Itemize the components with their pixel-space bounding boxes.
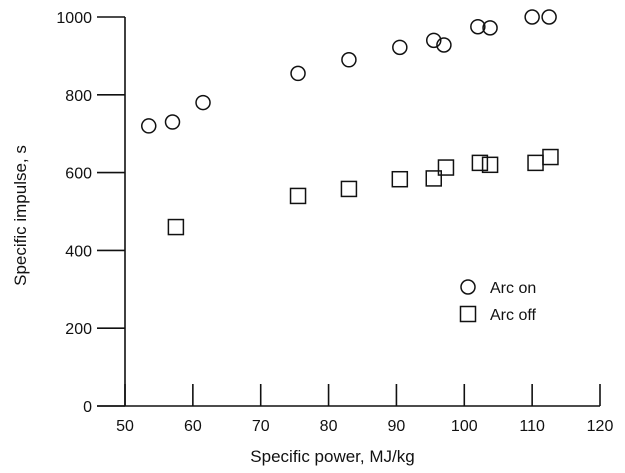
y-tick-label: 800 xyxy=(65,88,92,105)
legend-label-arc-off: Arc off xyxy=(490,307,537,324)
point-arc-on xyxy=(541,9,557,25)
y-tick-label: 400 xyxy=(65,243,92,260)
y-tick-label: 1000 xyxy=(56,10,92,27)
point-arc-on xyxy=(164,114,181,130)
point-arc-off xyxy=(289,187,307,205)
legend-marker-arc-off xyxy=(459,305,477,323)
point-arc-off xyxy=(391,170,409,188)
point-arc-on xyxy=(470,18,486,35)
ticks: 0 200 400 600 800 1000 50 60 70 80 90 100 110 120 xyxy=(56,10,613,435)
point-arc-on xyxy=(426,32,442,49)
point-arc-off xyxy=(340,180,358,198)
y-tick-label: 200 xyxy=(65,321,92,338)
point-arc-on xyxy=(436,37,452,53)
point-arc-off xyxy=(527,154,544,172)
x-tick-label: 110 xyxy=(519,418,545,435)
x-tick-label: 50 xyxy=(116,418,134,435)
point-arc-on xyxy=(195,94,211,111)
x-tick-label: 70 xyxy=(252,418,270,435)
point-arc-off xyxy=(471,154,489,172)
point-arc-on xyxy=(524,9,540,25)
point-arc-on xyxy=(392,39,408,56)
x-tick-label: 60 xyxy=(184,418,202,435)
point-arc-off xyxy=(437,159,455,176)
point-arc-on xyxy=(341,52,357,68)
data-marks xyxy=(141,9,559,236)
y-tick-label: 600 xyxy=(65,166,92,183)
point-arc-off xyxy=(425,170,442,187)
x-tick-label: 100 xyxy=(451,418,478,435)
point-arc-off xyxy=(481,156,499,174)
legend: Arc on Arc off xyxy=(459,279,537,324)
axes xyxy=(97,17,600,407)
y-axis-label: Specific impulse, s xyxy=(11,145,30,286)
x-tick-label: 80 xyxy=(320,418,338,435)
point-arc-on xyxy=(482,20,498,36)
legend-marker-arc-on xyxy=(460,279,476,295)
point-arc-on xyxy=(290,65,306,82)
legend-label-arc-on: Arc on xyxy=(490,280,536,297)
point-arc-on xyxy=(141,118,157,134)
point-arc-off xyxy=(167,218,185,236)
x-tick-label: 90 xyxy=(388,418,406,435)
x-tick-label: 120 xyxy=(587,418,614,435)
x-axis-label: Specific power, MJ/kg xyxy=(250,447,414,466)
point-arc-off xyxy=(542,148,559,166)
y-tick-label: 0 xyxy=(83,399,92,416)
